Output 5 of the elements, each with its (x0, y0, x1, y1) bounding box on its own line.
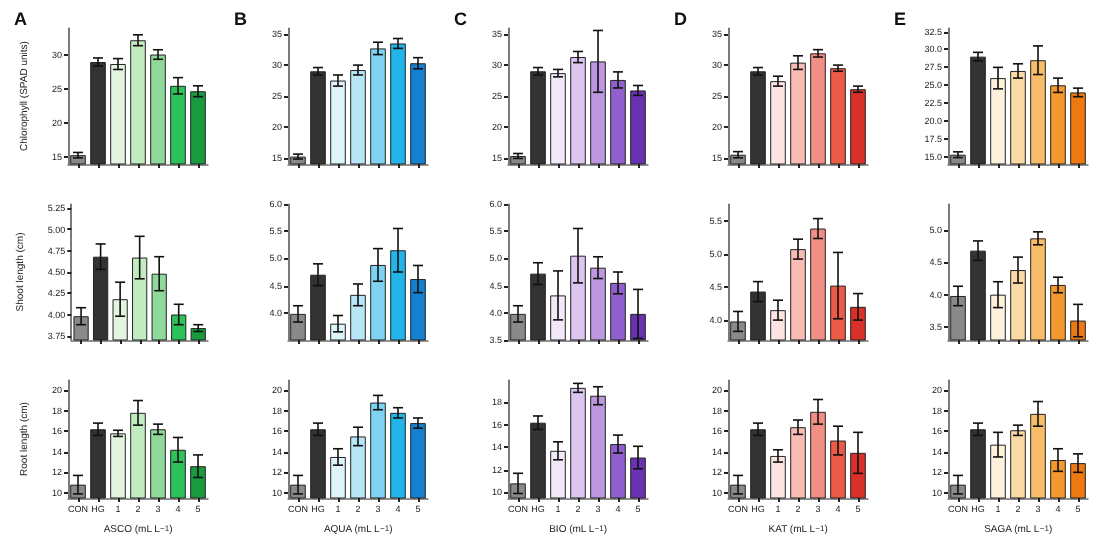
chart-title: E (894, 9, 907, 29)
chart-title: C (454, 9, 468, 29)
chart-title: D (674, 9, 688, 29)
chart-title: B (234, 9, 248, 29)
chart-title: A (14, 9, 28, 29)
